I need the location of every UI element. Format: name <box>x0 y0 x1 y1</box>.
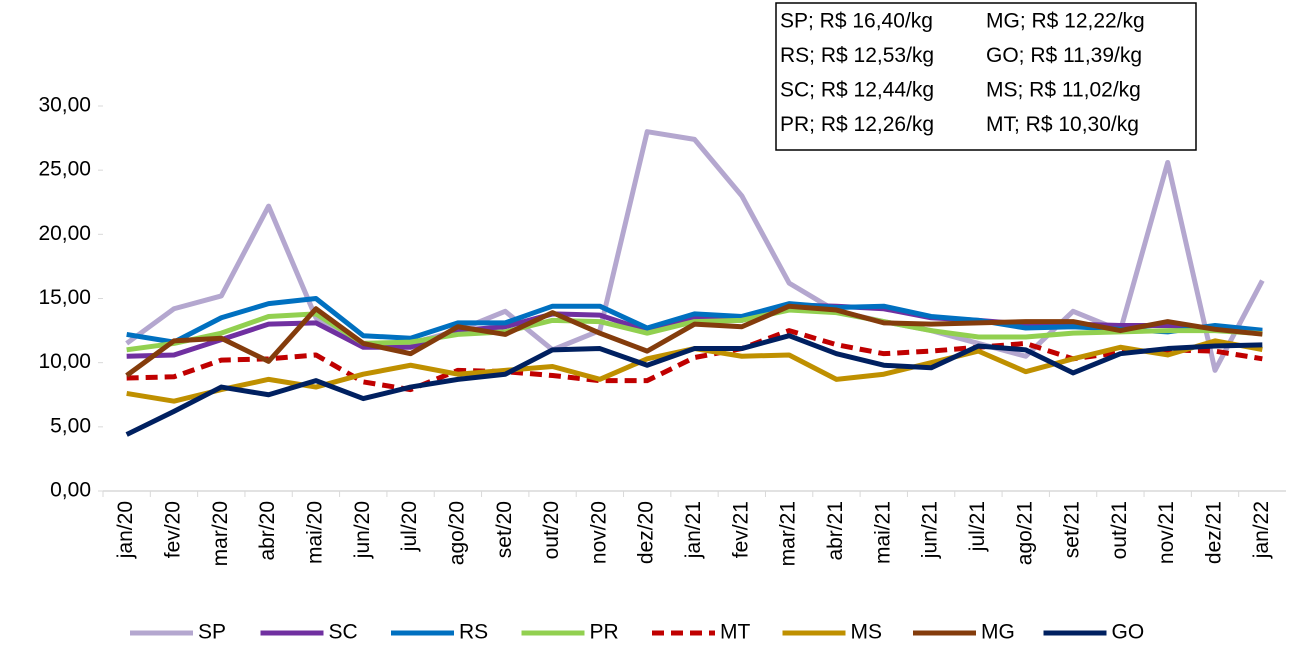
y-tick-label: 0,00 <box>50 479 91 502</box>
annotation: MT; R$ 10,30/kg <box>986 113 1139 136</box>
annotation: MS; R$ 11,02/kg <box>986 79 1141 102</box>
x-tick-label: abr/20 <box>256 501 279 561</box>
y-tick-label: 30,00 <box>38 94 91 117</box>
x-tick-label: fev/21 <box>729 501 752 558</box>
x-tick-label: ago/20 <box>445 501 468 565</box>
x-tick-label: jun/20 <box>351 501 374 559</box>
x-tick-label: dez/20 <box>635 501 658 564</box>
series-line <box>126 307 1263 353</box>
x-tick-label: dez/21 <box>1203 501 1226 564</box>
series-line <box>125 129 1265 373</box>
y-tick-label: 25,00 <box>38 158 91 181</box>
y-tick-label: 10,00 <box>38 350 91 373</box>
x-tick-label: abr/21 <box>824 501 847 561</box>
x-tick-label: set/20 <box>493 501 516 558</box>
x-tick-label: out/20 <box>540 501 563 559</box>
x-tick-label: jan/21 <box>682 501 705 559</box>
y-tick-label: 20,00 <box>38 222 91 245</box>
x-tick-label: ago/21 <box>1013 501 1036 565</box>
annotation: SP; R$ 16,40/kg <box>780 10 933 33</box>
series-line <box>125 303 1263 378</box>
x-tick-label: jan/22 <box>1250 501 1273 559</box>
series-line <box>126 302 1263 359</box>
annotation: SC; R$ 12,44/kg <box>780 79 934 102</box>
series-line <box>125 333 1263 437</box>
annotation: RS; R$ 12,53/kg <box>780 44 934 67</box>
y-tick-label: 15,00 <box>38 286 91 309</box>
x-tick-label: jun/21 <box>919 501 942 559</box>
x-tick-label: out/21 <box>1108 501 1131 559</box>
y-tick-label: 5,00 <box>50 414 91 437</box>
x-tick-label: jul/21 <box>966 501 989 552</box>
series-line <box>126 296 1263 345</box>
x-tick-label: fev/20 <box>162 501 185 558</box>
x-tick-label: mai/20 <box>303 501 326 564</box>
series-line <box>126 328 1263 393</box>
x-tick-label: nov/21 <box>1155 501 1178 564</box>
x-tick-label: mai/21 <box>871 501 894 564</box>
x-tick-label: set/21 <box>1061 501 1084 558</box>
legend-label: PR <box>590 621 619 644</box>
legend-label: MT <box>720 621 750 644</box>
legend-label: RS <box>459 621 488 644</box>
annotation-box <box>775 2 1197 151</box>
x-tick-label: nov/20 <box>587 501 610 564</box>
legend-label: MG <box>981 621 1015 644</box>
x-tick-label: mar/21 <box>777 501 800 566</box>
x-tick-label: jan/20 <box>114 501 137 559</box>
legend-label: MS <box>851 621 883 644</box>
legend-label: SP <box>198 621 226 644</box>
annotation: PR; R$ 12,26/kg <box>780 113 934 136</box>
legend-label: SC <box>329 621 358 644</box>
x-tick-label: mar/20 <box>209 501 232 566</box>
annotation: MG; R$ 12,22/kg <box>986 10 1145 33</box>
x-tick-label: jul/20 <box>398 501 421 552</box>
annotation: GO; R$ 11,39/kg <box>986 44 1142 67</box>
legend-label: GO <box>1112 621 1145 644</box>
